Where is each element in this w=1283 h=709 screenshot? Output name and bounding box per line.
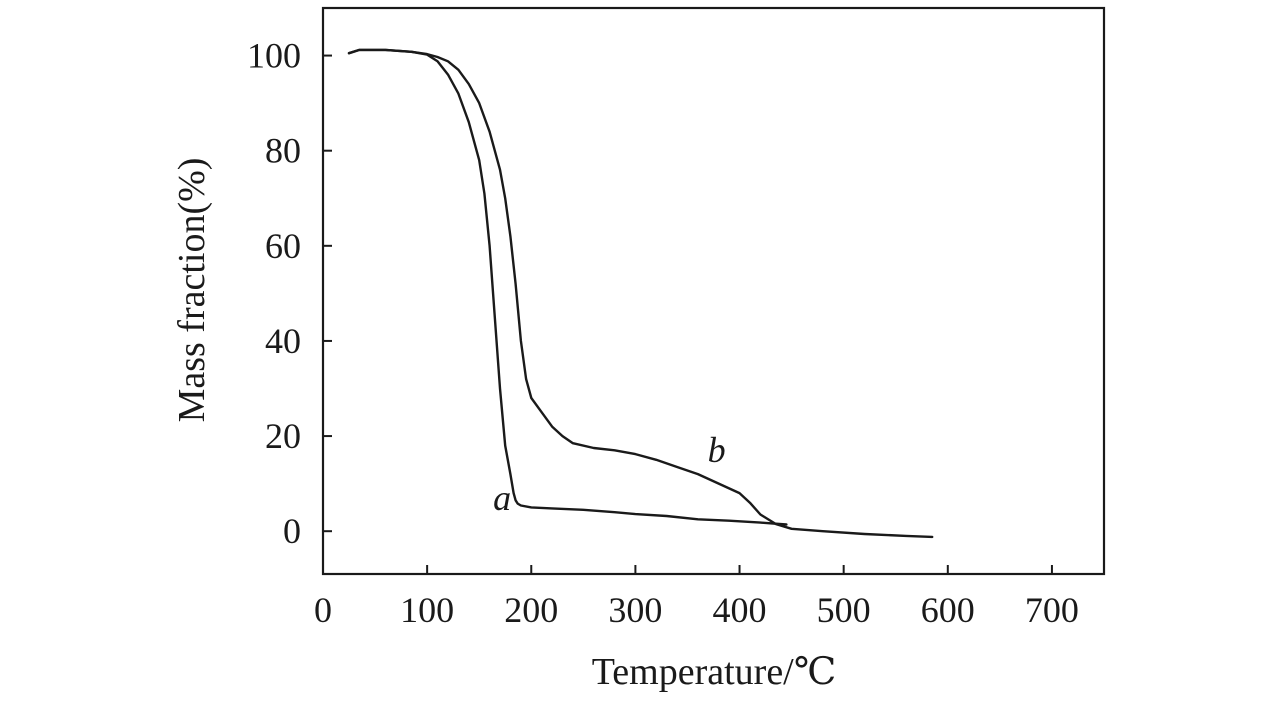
x-axis-title: Temperature/℃	[592, 651, 837, 693]
series-layer	[347, 48, 934, 539]
series-a-line	[347, 48, 788, 526]
y-tick-label: 100	[247, 36, 301, 76]
x-tick-label: 300	[608, 590, 662, 630]
series-b-line	[347, 48, 934, 539]
y-axis-title: Mass fraction(%)	[171, 158, 213, 423]
x-tick-label: 700	[1025, 590, 1079, 630]
x-tick-label: 200	[504, 590, 558, 630]
plot-frame	[321, 6, 1106, 576]
y-tick-label: 80	[265, 131, 301, 171]
y-tick-label: 0	[283, 511, 301, 551]
y-axis-ticks: 0 20 40 60 80 100	[247, 36, 332, 551]
x-tick-label: 600	[921, 590, 975, 630]
x-tick-label: 0	[314, 590, 332, 630]
y-tick-label: 60	[265, 226, 301, 266]
x-axis-ticks: 0 100 200 300 400 500 600 700	[314, 565, 1079, 630]
x-tick-label: 500	[817, 590, 871, 630]
y-tick-label: 40	[265, 321, 301, 361]
curve-label-a: a	[493, 478, 511, 518]
x-tick-label: 100	[400, 590, 454, 630]
y-tick-label: 20	[265, 416, 301, 456]
curve-label-b: b	[708, 430, 726, 470]
x-tick-label: 400	[713, 590, 767, 630]
curve-label-layer: ab	[493, 430, 726, 518]
